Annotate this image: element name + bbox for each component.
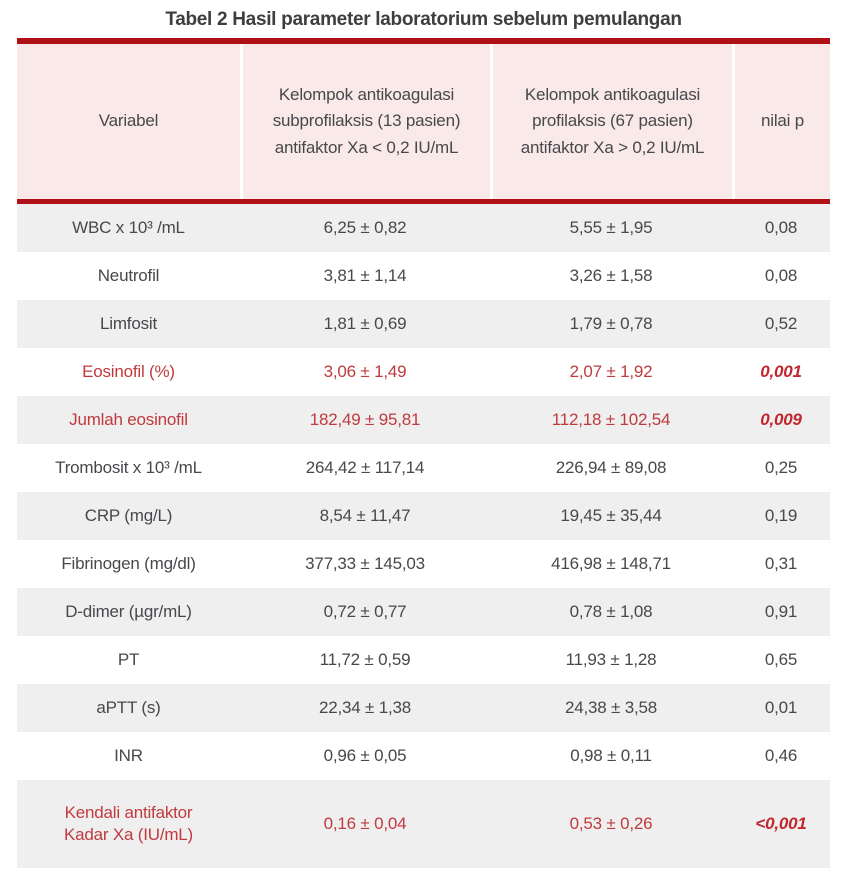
row-group2-value: 0,53 ± 0,26 — [569, 813, 653, 833]
header-variabel: Variabel — [98, 111, 159, 131]
table-row: Kendali antifaktor Kadar Xa (IU/mL) 0,16… — [17, 780, 830, 868]
header-group-subprofilaksis: Kelompok antikoagulasi subprofilaksis (1… — [240, 44, 490, 199]
row-variable-label: Jumlah eosinofil — [69, 409, 188, 429]
row-p-value: 0,65 — [764, 649, 798, 669]
row-p-value: <0,001 — [755, 813, 807, 833]
row-p-value: 0,19 — [764, 505, 798, 525]
row-variable-cell: Fibrinogen (mg/dl) — [17, 540, 240, 588]
row-p-value: 0,08 — [764, 265, 798, 285]
row-variable-label: CRP (mg/L) — [84, 505, 173, 525]
row-variable-label: Trombosit x 10³ /mL — [55, 457, 202, 477]
row-p-value: 0,08 — [764, 217, 798, 237]
row-group1-value: 0,96 ± 0,05 — [323, 745, 407, 765]
row-variable-cell: CRP (mg/L) — [17, 492, 240, 540]
row-group2-value: 11,93 ± 1,28 — [565, 649, 657, 669]
row-group1-value: 8,54 ± 11,47 — [319, 505, 411, 525]
header-nilai-p: nilai p — [732, 44, 830, 199]
table-row: PT 11,72 ± 0,59 11,93 ± 1,28 0,65 — [17, 636, 830, 684]
table-row: Limfosit 1,81 ± 0,69 1,79 ± 0,78 0,52 — [17, 300, 830, 348]
row-group2-value: 2,07 ± 1,92 — [569, 361, 653, 381]
row-variable-label: Kendali antifaktor Kadar Xa (IU/mL) — [63, 802, 194, 844]
row-variable-label: Fibrinogen (mg/dl) — [61, 553, 196, 573]
row-group1-value: 182,49 ± 95,81 — [309, 409, 421, 429]
row-group1-value: 3,06 ± 1,49 — [323, 361, 407, 381]
row-group2-value: 0,78 ± 1,08 — [569, 601, 653, 621]
row-group2-value: 5,55 ± 1,95 — [569, 217, 653, 237]
row-variable-label: D-dimer (µgr/mL) — [65, 601, 192, 621]
row-group2-value: 3,26 ± 1,58 — [569, 265, 653, 285]
table-row: aPTT (s) 22,34 ± 1,38 24,38 ± 3,58 0,01 — [17, 684, 830, 732]
table-row: Trombosit x 10³ /mL 264,42 ± 117,14 226,… — [17, 444, 830, 492]
row-p-value: 0,009 — [760, 409, 802, 429]
row-variable-cell: Limfosit — [17, 300, 240, 348]
row-variable-label: INR — [114, 745, 143, 765]
row-variable-cell: Eosinofil (%) — [17, 348, 240, 396]
row-group2-value: 416,98 ± 148,71 — [551, 553, 671, 573]
row-variable-label: WBC x 10³ /mL — [72, 217, 185, 237]
table-row: CRP (mg/L) 8,54 ± 11,47 19,45 ± 35,44 0,… — [17, 492, 830, 540]
row-p-value: 0,52 — [764, 313, 798, 333]
row-group1-value: 3,81 ± 1,14 — [323, 265, 407, 285]
table-body: WBC x 10³ /mL 6,25 ± 0,82 5,55 ± 1,95 0,… — [17, 204, 830, 868]
table-header-row: Variabel Kelompok antikoagulasi subprofi… — [17, 44, 830, 204]
row-variable-cell: Jumlah eosinofil — [17, 396, 240, 444]
row-variable-label: aPTT (s) — [96, 697, 161, 717]
header-group-profilaksis: Kelompok antikoagulasi profilaksis (67 p… — [490, 44, 732, 199]
row-variable-cell: D-dimer (µgr/mL) — [17, 588, 240, 636]
row-p-value: 0,001 — [760, 361, 802, 381]
row-p-value: 0,31 — [764, 553, 798, 573]
row-variable-cell: INR — [17, 732, 240, 780]
row-group2-value: 226,94 ± 89,08 — [555, 457, 667, 477]
row-variable-cell: WBC x 10³ /mL — [17, 204, 240, 252]
lab-results-table: Variabel Kelompok antikoagulasi subprofi… — [17, 38, 830, 868]
row-variable-label: Eosinofil (%) — [82, 361, 175, 381]
row-group2-value: 112,18 ± 102,54 — [551, 409, 671, 429]
table-row: INR 0,96 ± 0,05 0,98 ± 0,11 0,46 — [17, 732, 830, 780]
paper-table-page: Tabel 2 Hasil parameter laboratorium seb… — [0, 9, 844, 892]
row-variable-label: Neutrofil — [97, 265, 160, 285]
table-row: Jumlah eosinofil 182,49 ± 95,81 112,18 ±… — [17, 396, 830, 444]
row-group2-value: 24,38 ± 3,58 — [564, 697, 657, 717]
row-group1-value: 6,25 ± 0,82 — [323, 217, 407, 237]
row-group2-value: 1,79 ± 0,78 — [569, 313, 653, 333]
row-variable-cell: PT — [17, 636, 240, 684]
table-row: D-dimer (µgr/mL) 0,72 ± 0,77 0,78 ± 1,08… — [17, 588, 830, 636]
row-group1-value: 11,72 ± 0,59 — [319, 649, 411, 669]
row-variable-cell: Trombosit x 10³ /mL — [17, 444, 240, 492]
row-variable-label: PT — [117, 649, 140, 669]
table-row: Neutrofil 3,81 ± 1,14 3,26 ± 1,58 0,08 — [17, 252, 830, 300]
table-row: Eosinofil (%) 3,06 ± 1,49 2,07 ± 1,92 0,… — [17, 348, 830, 396]
row-variable-cell: Neutrofil — [17, 252, 240, 300]
row-variable-cell: aPTT (s) — [17, 684, 240, 732]
row-group1-value: 22,34 ± 1,38 — [318, 697, 411, 717]
row-variable-cell: Kendali antifaktor Kadar Xa (IU/mL) — [17, 780, 240, 868]
row-p-value: 0,25 — [764, 457, 798, 477]
row-p-value: 0,46 — [764, 745, 798, 765]
row-group1-value: 0,16 ± 0,04 — [323, 813, 407, 833]
table-row: WBC x 10³ /mL 6,25 ± 0,82 5,55 ± 1,95 0,… — [17, 204, 830, 252]
row-group2-value: 19,45 ± 35,44 — [560, 505, 662, 525]
table-row: Fibrinogen (mg/dl) 377,33 ± 145,03 416,9… — [17, 540, 830, 588]
table-title: Tabel 2 Hasil parameter laboratorium seb… — [165, 9, 682, 30]
row-group1-value: 264,42 ± 117,14 — [305, 457, 425, 477]
row-variable-label: Limfosit — [100, 313, 157, 333]
row-p-value: 0,91 — [764, 601, 798, 621]
row-group2-value: 0,98 ± 0,11 — [570, 745, 652, 765]
row-group1-value: 0,72 ± 0,77 — [323, 601, 407, 621]
row-p-value: 0,01 — [764, 697, 798, 717]
row-group1-value: 377,33 ± 145,03 — [305, 553, 425, 573]
row-group1-value: 1,81 ± 0,69 — [323, 313, 407, 333]
